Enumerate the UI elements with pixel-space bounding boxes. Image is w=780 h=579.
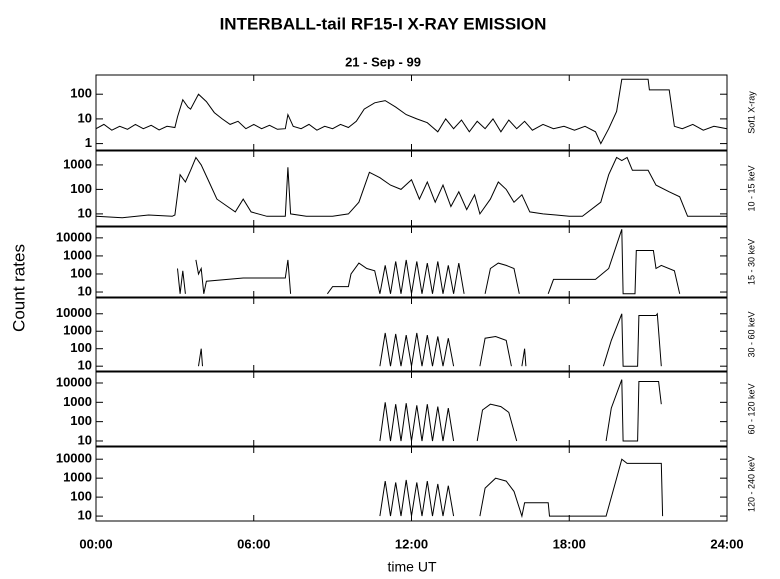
y-tick-label: 1000 [63,323,92,338]
data-line [379,379,662,442]
y-tick-label: 10 [78,110,92,125]
y-tick-label: 100 [70,265,92,280]
y-tick-label: 100 [70,86,92,101]
y-tick-label: 10 [78,432,92,447]
x-tick-label: 12:00 [395,536,428,551]
panel-label: 120 - 240 keV [746,456,756,512]
y-tick-label: 10 [78,205,92,220]
chart-subtitle: 21 - Sep - 99 [345,54,421,69]
x-tick-label: 24:00 [710,536,743,551]
y-tick-label: 10000 [56,451,92,466]
y-tick-label: 10 [78,358,92,373]
data-line [95,78,728,145]
y-tick-label: 1000 [63,247,92,262]
y-tick-label: 1 [85,135,92,150]
panel-label: Sof1 X-ray [746,91,756,134]
y-tick-label: 100 [70,340,92,355]
data-line [379,458,664,519]
y-tick-label: 10000 [56,374,92,389]
y-tick-label: 10000 [56,229,92,244]
x-axis-label: time UT [388,559,437,575]
data-line [177,229,681,295]
y-tick-label: 100 [70,181,92,196]
data-line [95,156,727,219]
y-axis-label: Count rates [9,244,28,332]
x-tick-label: 00:00 [79,536,112,551]
y-tick-label: 100 [70,489,92,504]
chart-title: INTERBALL-tail RF15-I X-RAY EMISSION [220,14,547,33]
y-tick-label: 1000 [63,156,92,171]
panel-label: 10 - 15 keV [746,165,756,211]
y-tick-label: 10 [78,508,92,523]
y-tick-label: 1000 [63,394,92,409]
y-tick-label: 100 [70,413,92,428]
panel-label: 15 - 30 keV [746,239,756,285]
y-tick-label: 10000 [56,305,92,320]
y-tick-label: 10 [78,283,92,298]
x-tick-label: 18:00 [553,536,586,551]
x-tick-label: 06:00 [237,536,270,551]
data-line [198,312,662,367]
y-tick-label: 1000 [63,470,92,485]
panel-label: 60 - 120 keV [746,383,756,434]
panel-label: 30 - 60 keV [746,311,756,357]
